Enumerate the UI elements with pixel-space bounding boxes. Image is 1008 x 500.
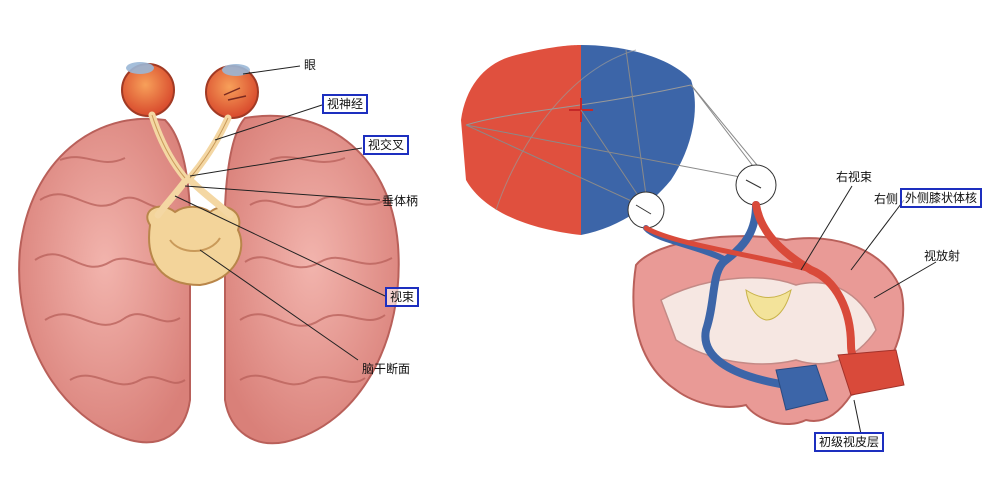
- label-optic-chiasm: 视交叉: [363, 135, 410, 155]
- label-right-optic-tract: 右视束: [836, 170, 873, 184]
- brain-section: [632, 235, 905, 425]
- label-pituitary-stalk: 垂体柄: [382, 194, 419, 208]
- leader-lines: [174, 65, 386, 361]
- right-hemisphere: [223, 114, 400, 445]
- left-eye: [121, 62, 175, 117]
- visual-pathway-illustration: [461, 45, 937, 435]
- brain-ventral-illustration: [18, 62, 400, 445]
- label-optic-nerve: 视神经: [322, 94, 369, 114]
- visual-cortex-red: [837, 349, 905, 396]
- left-hemisphere: [18, 117, 192, 444]
- label-brainstem-section: 脑干断面: [362, 362, 411, 376]
- label-optic-tract: 视束: [385, 287, 420, 307]
- eyeball-right: [735, 164, 777, 206]
- label-lgn: 外侧膝状体核: [900, 188, 983, 208]
- optic-pathway-outline: [151, 114, 229, 179]
- label-eye: 眼: [304, 58, 317, 72]
- brainstem-section: [146, 205, 243, 287]
- visual-pathway-diagram: 右视束 右侧 外侧膝状体核 视放射 初级视皮层: [456, 0, 1008, 500]
- right-eye: [205, 64, 259, 119]
- right-leader-lines: [800, 185, 937, 435]
- brain-ventral-view: 眼 视神经 视交叉 垂体柄 视束 脑干断面: [0, 0, 470, 500]
- eyeball-left: [627, 191, 665, 229]
- label-optic-radiation: 视放射: [924, 249, 961, 263]
- label-right-prefix: 右侧: [874, 192, 899, 206]
- visual-cortex-blue: [775, 364, 829, 411]
- gyri: [34, 156, 393, 386]
- label-primary-visual-cortex: 初级视皮层: [814, 432, 885, 452]
